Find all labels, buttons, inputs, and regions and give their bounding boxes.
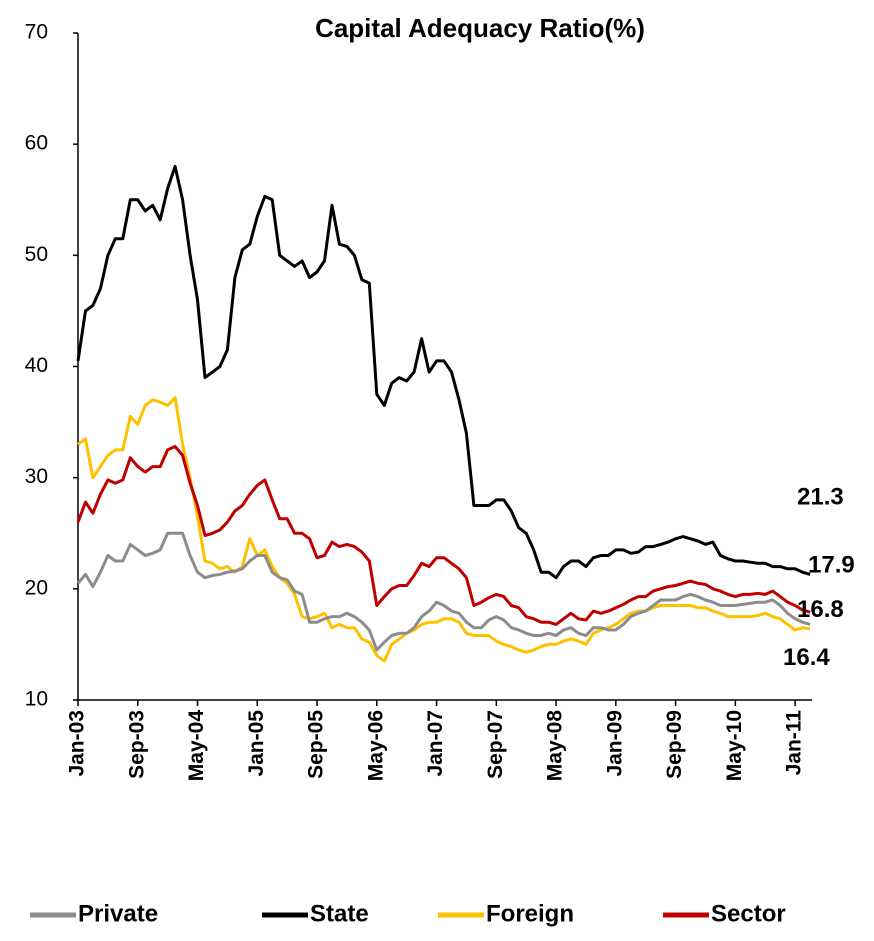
chart-title: Capital Adequacy Ratio(%) xyxy=(315,13,645,43)
x-tick-label: Jan-03 xyxy=(66,710,89,777)
y-tick-label: 70 xyxy=(25,21,48,44)
y-tick-label: 30 xyxy=(25,465,48,488)
legend-label: Sector xyxy=(711,900,786,927)
x-tick-label: Jan-09 xyxy=(603,710,626,777)
legend-label: State xyxy=(310,900,369,927)
line-series xyxy=(76,164,811,580)
x-tick-label: Jan-07 xyxy=(424,710,447,777)
y-tick-label: 40 xyxy=(25,354,48,377)
y-tick-label: 60 xyxy=(25,132,48,155)
x-tick-label: Sep-03 xyxy=(125,710,148,779)
x-tick-label: May-08 xyxy=(544,710,567,782)
y-tick-label: 50 xyxy=(25,243,48,266)
x-tick-label: Jan-11 xyxy=(783,710,806,776)
x-tick-label: Jan-05 xyxy=(245,710,268,777)
line-series xyxy=(77,396,811,663)
legend-label: Foreign xyxy=(486,900,574,927)
end-label: 16.4 xyxy=(783,644,830,671)
x-tick-label: Sep-07 xyxy=(484,710,507,779)
x-tick-label: May-04 xyxy=(185,710,208,782)
line-series xyxy=(76,531,811,652)
end-label: 16.8 xyxy=(797,596,844,623)
line-series xyxy=(76,445,811,626)
end-label: 21.3 xyxy=(797,484,844,511)
x-tick-label: May-10 xyxy=(723,710,746,781)
y-tick-label: 10 xyxy=(25,688,48,711)
x-tick-label: Sep-09 xyxy=(663,710,686,779)
x-tick-label: May-06 xyxy=(364,710,387,781)
x-tick-label: Sep-05 xyxy=(305,710,328,779)
end-label: 17.9 xyxy=(808,552,855,579)
legend-label: Private xyxy=(78,900,158,927)
y-tick-label: 20 xyxy=(25,576,48,599)
